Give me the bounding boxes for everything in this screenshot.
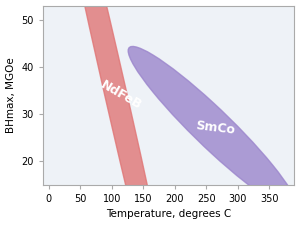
Text: SmCo: SmCo <box>195 119 236 137</box>
Text: NdFeB: NdFeB <box>98 78 144 112</box>
X-axis label: Temperature, degrees C: Temperature, degrees C <box>106 209 231 219</box>
Ellipse shape <box>128 46 297 210</box>
Ellipse shape <box>36 0 194 225</box>
Y-axis label: BHmax, MGOe: BHmax, MGOe <box>6 57 16 133</box>
